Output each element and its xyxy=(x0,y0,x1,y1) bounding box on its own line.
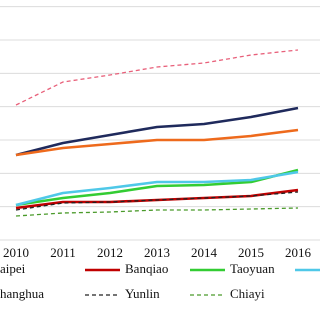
legend-label: Chiayi xyxy=(230,286,265,301)
x-tick-label: 2011 xyxy=(50,245,76,260)
x-tick-label: 2013 xyxy=(144,245,170,260)
x-tick-label: 2012 xyxy=(97,245,123,260)
x-tick-label: 2014 xyxy=(191,245,218,260)
legend-label: Banqiao xyxy=(125,261,168,276)
series-line xyxy=(15,128,299,157)
series-line xyxy=(15,170,299,207)
legend-label: Taoyuan xyxy=(230,261,275,276)
legend-label: hanghua xyxy=(0,286,44,301)
x-tick-label: 2016 xyxy=(285,245,312,260)
series-line xyxy=(15,207,299,217)
legend-label: aipei xyxy=(0,261,26,276)
x-tick-label: 2010 xyxy=(3,245,29,260)
series-line xyxy=(15,49,299,106)
series-line xyxy=(15,191,299,211)
legend-label: Yunlin xyxy=(125,286,160,301)
series-line xyxy=(15,106,299,157)
x-tick-label: 2015 xyxy=(238,245,264,260)
series-line xyxy=(15,168,299,207)
